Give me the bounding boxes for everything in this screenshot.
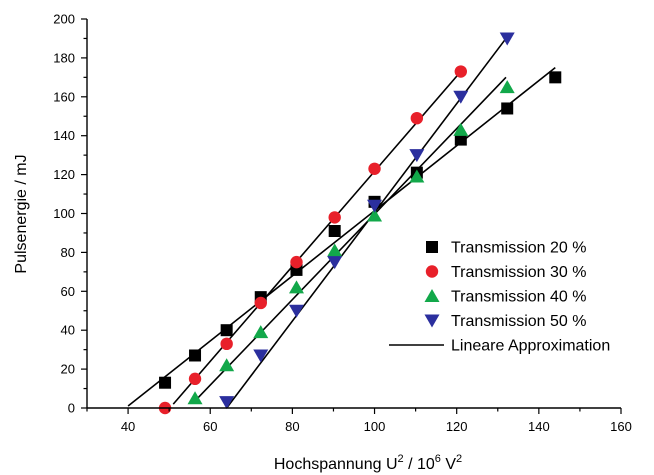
x-tick-label-100: 100 xyxy=(364,419,386,434)
data-point-s4-3 xyxy=(288,304,304,318)
legend-marker-4 xyxy=(424,314,440,328)
y-tick-label-120: 120 xyxy=(53,167,75,182)
x-tick-label-120: 120 xyxy=(446,419,468,434)
data-point-s3-9 xyxy=(499,80,515,94)
y-tick-label-160: 160 xyxy=(53,89,75,104)
data-point-s4-6 xyxy=(409,149,425,163)
data-point-s2-3 xyxy=(220,337,233,351)
y-tick-label-140: 140 xyxy=(53,128,75,143)
legend-label-3: Transmission 40 % xyxy=(451,289,586,306)
data-point-s2-8 xyxy=(410,111,424,125)
data-point-s4-2 xyxy=(253,349,269,363)
data-point-s2-7 xyxy=(368,162,381,175)
data-point-s3-6 xyxy=(367,208,383,222)
data-point-s1-6 xyxy=(328,225,341,238)
fit-line-2 xyxy=(172,70,462,405)
y-axis-title: Pulsenergie / mJ xyxy=(13,154,30,273)
axis-layer: 40 60 80 100 120 140 160 0 20 40 60 80 100 120 140 160 1… xyxy=(53,12,632,435)
data-point-s4-1 xyxy=(219,396,235,410)
y-tick-label-60: 60 xyxy=(61,284,75,299)
legend-label-2: Transmission 30 % xyxy=(451,264,586,281)
data-point-s3-4 xyxy=(288,280,304,294)
data-point-s3-1 xyxy=(187,391,203,405)
data-point-s1-3 xyxy=(220,324,233,337)
fit-line-3 xyxy=(193,76,507,403)
data-point-s3-3 xyxy=(253,325,269,339)
data-point-s4-5 xyxy=(367,199,383,213)
data-point-s2-9 xyxy=(454,65,467,78)
legend-label-fit: Lineare Approximation xyxy=(451,338,610,355)
y-tick-label-200: 200 xyxy=(53,12,75,27)
legend: Transmission 20 % Transmission 30 % Transm… xyxy=(389,240,610,355)
data-point-s2-4 xyxy=(254,296,267,310)
data-point-s1-10 xyxy=(501,102,514,115)
data-point-s4-7 xyxy=(453,90,469,104)
data-point-s3-2 xyxy=(219,358,235,372)
x-axis-title: Hochspannung U2 / 106 V2 xyxy=(274,453,462,473)
data-point-s3-5 xyxy=(327,243,343,257)
y-tick-label-40: 40 xyxy=(61,323,75,338)
x-tick-label-140: 140 xyxy=(528,419,550,434)
y-tick-label-180: 180 xyxy=(53,50,75,65)
legend-marker-3 xyxy=(424,289,440,302)
data-point-s2-2 xyxy=(188,372,202,386)
data-point-s2-6 xyxy=(328,211,341,224)
data-point-s3-7 xyxy=(409,169,425,183)
data-point-s2-5 xyxy=(290,255,303,269)
data-point-s4-4 xyxy=(327,256,343,270)
legend-label-1: Transmission 20 % xyxy=(451,240,586,257)
y-tick-label-80: 80 xyxy=(61,245,75,260)
x-tick-label-160: 160 xyxy=(610,419,632,434)
y-tick-label-20: 20 xyxy=(61,362,75,377)
x-tick-label-80: 80 xyxy=(285,419,299,434)
legend-marker-2 xyxy=(425,265,439,278)
legend-marker-1 xyxy=(426,241,438,253)
data-point-s1-1 xyxy=(159,376,172,389)
y-tick-label-100: 100 xyxy=(53,206,75,221)
x-tick-label-40: 40 xyxy=(121,419,135,434)
plot-layer xyxy=(127,32,562,415)
y-tick-label-0: 0 xyxy=(68,401,75,416)
data-point-s1-9 xyxy=(454,133,467,146)
data-point-s1-2 xyxy=(189,349,202,362)
x-tick-label-60: 60 xyxy=(203,419,217,434)
data-point-s1-11 xyxy=(549,71,562,84)
data-point-s3-8 xyxy=(453,122,469,136)
data-point-s4-8 xyxy=(499,32,515,46)
legend-label-4: Transmission 50 % xyxy=(451,313,586,330)
